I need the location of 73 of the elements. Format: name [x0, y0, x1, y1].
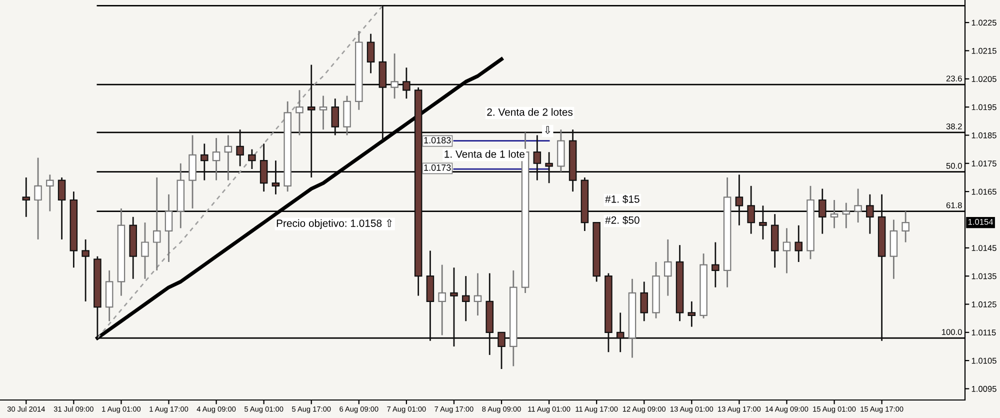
candlestick — [307, 64, 316, 178]
candlestick — [688, 300, 696, 328]
y-tick-label: 1.0195 — [972, 104, 996, 110]
annotation: 1. Venta de 1 lote — [444, 150, 525, 158]
candlestick — [616, 312, 624, 353]
candlestick — [260, 142, 268, 192]
candlestick — [842, 202, 850, 229]
candlestick — [438, 264, 446, 336]
candlestick — [152, 176, 161, 272]
candlestick — [331, 98, 340, 136]
candlestick — [902, 210, 910, 243]
candlestick — [450, 266, 458, 348]
annotation: #2. $50 — [605, 216, 640, 224]
y-tick-label: 1.0125 — [972, 301, 996, 308]
candlestick — [474, 272, 482, 316]
y-tick-label: 1.0205 — [972, 76, 996, 82]
candlestick — [498, 332, 506, 370]
y-tick-label: 1.0215 — [972, 48, 996, 54]
y-tick-label: 1.0105 — [972, 358, 996, 364]
annotation: Precio objetivo: 1.0158 ⇧ — [276, 218, 392, 230]
y-tick-label: 1.0115 — [972, 330, 996, 336]
candlestick — [545, 151, 553, 184]
candlestick — [319, 95, 328, 130]
candlestick — [759, 204, 767, 240]
candlestick — [782, 227, 791, 274]
candlestick — [248, 148, 256, 170]
annotation: ⇩ — [545, 126, 550, 134]
candlestick — [272, 160, 280, 196]
y-tick-label: 1.0135 — [972, 273, 996, 280]
y-tick-label: 1.0145 — [972, 245, 996, 251]
annotation: #1. $15 — [605, 194, 640, 204]
candlestick — [818, 188, 826, 234]
annotation: 1.0154 — [968, 218, 994, 225]
legend-label: 50.0 — [946, 162, 962, 169]
candlestick — [462, 275, 470, 322]
candlestick — [22, 176, 30, 218]
candlestick — [200, 142, 208, 181]
candlestick — [830, 199, 838, 229]
candlestick — [34, 157, 42, 240]
candlestick — [712, 242, 720, 288]
annotation: 1.0173 — [424, 164, 451, 171]
candlestick — [58, 176, 66, 240]
y-tick-label: 1.0165 — [972, 188, 996, 195]
candlestick — [296, 89, 304, 136]
line-series — [96, 4, 384, 339]
candlestick — [533, 134, 542, 181]
y-tick-label: 1.0225 — [972, 20, 996, 26]
y-tick-label: 1.0175 — [972, 160, 996, 166]
candlestick — [366, 33, 375, 74]
series-label: 38.2 — [946, 123, 962, 130]
candlestick — [402, 66, 410, 100]
annotation: 2. Venta de 2 lotes — [487, 108, 573, 116]
candlestick — [866, 194, 874, 234]
candlestick — [640, 280, 648, 322]
candlestick — [236, 128, 244, 167]
annotation: 1.0183 — [424, 137, 451, 144]
legend-label: 100.0 — [942, 329, 962, 335]
y-tick-label: 1.0095 — [972, 386, 996, 392]
y-tick-label: 1.0185 — [972, 132, 996, 138]
candlestick — [82, 238, 90, 302]
candlestick — [747, 185, 755, 234]
candlestick — [794, 224, 803, 263]
candlestick — [664, 238, 672, 296]
candlestick — [164, 194, 173, 263]
candlestick — [854, 188, 862, 224]
series-label: 61.8 — [946, 202, 962, 208]
candlestick — [224, 134, 232, 181]
legend-label: 23.6 — [946, 76, 962, 82]
candlestick — [141, 222, 149, 280]
candlestick — [735, 174, 744, 226]
candlestick — [46, 174, 54, 212]
candlestick — [212, 137, 220, 181]
candlestick — [390, 52, 398, 100]
